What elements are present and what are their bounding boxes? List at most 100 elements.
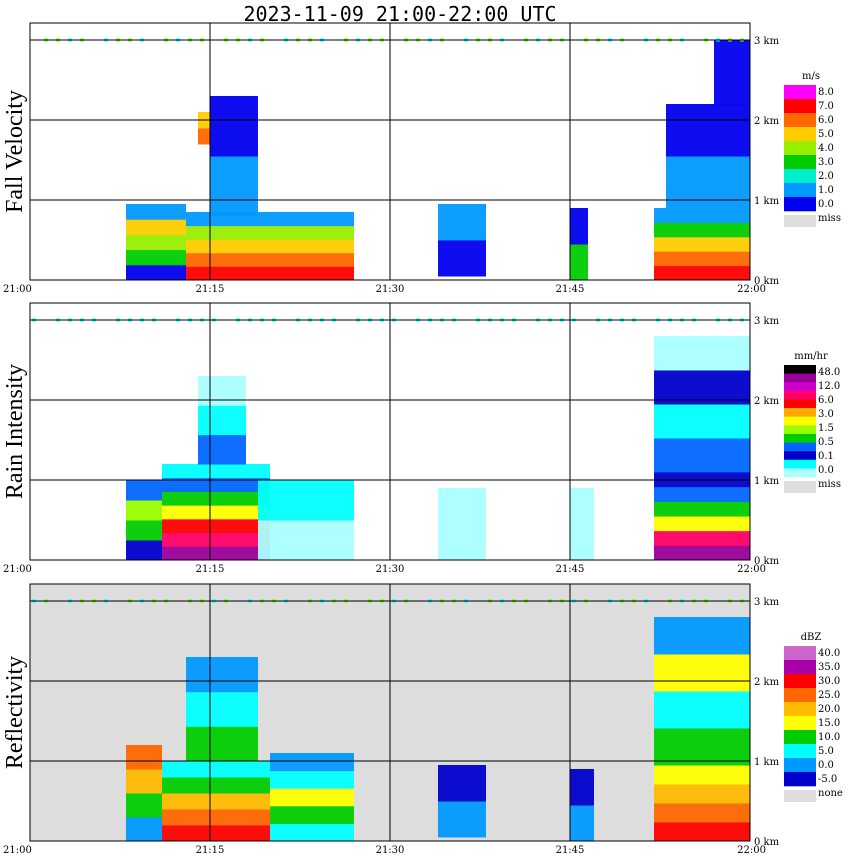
x-tick-label: 22:00 [737, 284, 766, 295]
echo-cell [666, 104, 750, 157]
legend-swatch [784, 85, 816, 100]
legend-label: 20.0 [818, 704, 840, 715]
legend-swatch [784, 660, 816, 675]
legend-units: mm/hr [794, 351, 828, 362]
legend-swatch [784, 442, 816, 452]
legend-label: 0.5 [818, 437, 834, 448]
legend-swatch [784, 141, 816, 156]
echo-cell [162, 546, 270, 561]
legend-units: m/s [802, 71, 820, 82]
echo-cell [570, 488, 594, 561]
echo-cell [126, 520, 162, 541]
echo-cell [654, 728, 750, 766]
echo-cell [126, 500, 162, 521]
echo-cell [162, 532, 270, 547]
legend-label: 4.0 [818, 143, 834, 154]
x-tick-label: 21:00 [3, 284, 32, 295]
echo-cell [666, 156, 750, 209]
legend-label: 12.0 [818, 381, 840, 392]
legend-label: 10.0 [818, 732, 840, 743]
legend-label: 25.0 [818, 690, 840, 701]
legend-swatch [784, 674, 816, 689]
echo-cell [162, 825, 270, 842]
echo-cell [654, 545, 750, 561]
legend-swatch [784, 373, 816, 383]
echo-cell [126, 264, 186, 281]
legend-swatch [784, 416, 816, 426]
x-tick-label: 21:30 [376, 845, 405, 856]
x-tick-label: 22:00 [737, 564, 766, 575]
echo-cell [198, 376, 246, 406]
echo-cell [654, 404, 750, 439]
echo-cell [162, 505, 270, 520]
legend-swatch [784, 459, 816, 469]
legend-swatch [784, 451, 816, 461]
echo-cell [126, 540, 162, 561]
y-tick-label: 1 km [754, 196, 780, 207]
legend-swatch [784, 408, 816, 417]
legend-label: 1.5 [818, 423, 834, 434]
panel-ylabel: Fall Velocity [2, 90, 28, 213]
x-tick-label: 21:30 [376, 564, 405, 575]
legend-swatch [784, 390, 816, 400]
legend-swatch [784, 183, 816, 198]
echo-cell [198, 405, 246, 436]
y-tick-label: 2 km [754, 116, 780, 127]
echo-cell [714, 40, 750, 105]
legend-label: 6.0 [818, 395, 834, 406]
echo-cell [654, 765, 750, 785]
legend-label: 35.0 [818, 662, 840, 673]
echo-cell [654, 530, 750, 546]
echo-cell [654, 691, 750, 729]
echo-cell [654, 654, 750, 692]
echo-cell [162, 518, 270, 534]
legend-swatch [784, 772, 816, 787]
x-tick-label: 21:30 [376, 284, 405, 295]
echo-cell [258, 480, 354, 521]
echo-cell [654, 236, 750, 252]
echo-cell [270, 753, 354, 772]
legend-missing-label: miss [818, 213, 841, 224]
legend-swatch [784, 113, 816, 128]
echo-cell [162, 809, 270, 826]
legend-swatch [784, 758, 816, 773]
echo-cell [258, 520, 354, 561]
legend-label: 0.0 [818, 465, 834, 476]
echo-cell [210, 96, 258, 157]
echo-cell [162, 491, 270, 506]
echo-cell [198, 128, 210, 145]
echo-cell [654, 251, 750, 267]
legend-label: 5.0 [818, 746, 834, 757]
legend-label: 1.0 [818, 185, 834, 196]
echo-cell [654, 822, 750, 842]
legend-swatch [784, 744, 816, 759]
legend-missing-label: miss [818, 479, 841, 490]
legend-label: 5.0 [818, 129, 834, 140]
x-tick-label: 21:45 [556, 284, 585, 295]
x-tick-label: 21:15 [196, 845, 225, 856]
y-tick-label: 2 km [754, 677, 780, 688]
legend-label: -5.0 [818, 774, 837, 785]
legend-label: 40.0 [818, 648, 840, 659]
x-tick-label: 21:45 [556, 845, 585, 856]
echo-cell [186, 225, 354, 240]
panel-ylabel: Reflectivity [2, 656, 28, 769]
legend-label: 15.0 [818, 718, 840, 729]
x-tick-label: 21:00 [3, 845, 32, 856]
y-tick-label: 3 km [754, 36, 780, 47]
legend-label: 3.0 [818, 157, 834, 168]
legend-missing-label: none [818, 788, 843, 799]
legend-swatch [784, 127, 816, 142]
x-tick-label: 21:15 [196, 284, 225, 295]
echo-cell [126, 817, 162, 842]
echo-cell [186, 266, 354, 281]
echo-cell [438, 765, 486, 802]
legend-label: 48.0 [818, 367, 840, 378]
legend-swatch [784, 197, 816, 212]
echo-cell [126, 745, 162, 770]
legend-swatch [784, 399, 816, 409]
echo-cell [654, 222, 750, 238]
x-tick-label: 21:00 [3, 564, 32, 575]
echo-cell [186, 726, 258, 762]
